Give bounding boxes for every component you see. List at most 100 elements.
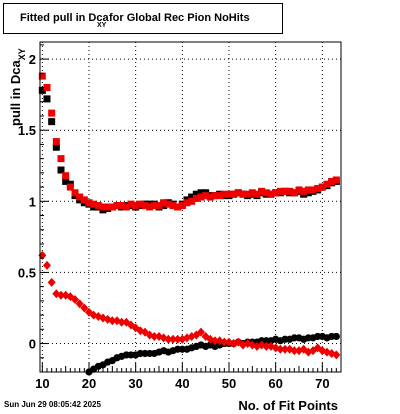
series-4-point (248, 340, 257, 350)
series-2-point (188, 197, 196, 205)
series-2-point (38, 72, 46, 80)
series-2-point (267, 190, 275, 198)
series-4-point (117, 317, 126, 327)
series-4-point (164, 334, 173, 344)
series-2-point (258, 187, 266, 195)
chart-title-sub: XY (97, 22, 107, 29)
series-2-point (141, 202, 149, 210)
series-2-point (80, 196, 88, 204)
series-2-point (304, 186, 312, 194)
series-2-point (52, 138, 60, 146)
series-2-point (122, 203, 130, 211)
series-2-point (43, 84, 51, 92)
chart-title-main: Fitted pull in Dca (20, 12, 109, 24)
series-1-point (52, 143, 60, 151)
series-2-point (178, 202, 186, 210)
grid-lines (40, 42, 341, 372)
series-2-point (99, 203, 107, 211)
series-2-point (66, 183, 74, 191)
x-tick-label: 10 (35, 376, 49, 391)
series-2-point (57, 155, 65, 163)
series-2-point (183, 199, 191, 207)
chart-title-rest: for Global Rec Pion NoHits (109, 12, 250, 24)
series-4-point (43, 260, 51, 270)
y-tick-label: 1 (29, 194, 36, 209)
x-axis-label: No. of Fit Points (238, 398, 338, 413)
series-4-point (108, 316, 117, 326)
chart-title-box: Fitted pull in Dca XY for Global Rec Pio… (3, 3, 283, 34)
series-2-point (118, 202, 126, 210)
x-tick-label: 70 (315, 376, 329, 391)
series-1-point (38, 86, 46, 94)
series-4-point (150, 331, 159, 341)
series-2-point (71, 189, 79, 197)
series-2-point (244, 190, 252, 198)
series-2-point (225, 190, 233, 198)
series-2-point (281, 187, 289, 195)
axes: 10 20 30 40 50 60 70 0 0.5 1 1.5 2 (18, 44, 342, 391)
series-2-point (192, 194, 200, 202)
series-2-point (164, 200, 172, 208)
series-2-point (108, 203, 116, 211)
series-2-point (127, 200, 135, 208)
series-4-point (169, 334, 177, 344)
series-1-point (43, 95, 51, 103)
series-2-point (332, 176, 340, 184)
series-1-point (48, 118, 56, 126)
series-4-point (276, 344, 285, 354)
timestamp-label: Sun Jun 29 08:05:42 2025 (4, 400, 101, 409)
y-tick-label: 2 (29, 52, 36, 67)
series-2-point (211, 192, 219, 200)
series-2-point (169, 202, 177, 210)
series-2-point (174, 203, 182, 211)
series-2-point (104, 203, 112, 211)
series-2-point (248, 189, 256, 197)
series-2-point (276, 187, 284, 195)
y-axis-label-main: pull in Dca (8, 60, 23, 127)
y-axis-label-sub: XY (17, 48, 27, 60)
series-2-point (76, 193, 84, 201)
series-1-point (197, 189, 205, 197)
series-2-point (206, 193, 214, 201)
series-2-point (318, 183, 326, 191)
series-4-point (71, 294, 79, 304)
series-4-point (332, 350, 341, 360)
y-tick-label: 0.5 (18, 265, 36, 280)
series-2-point (253, 190, 261, 198)
series-2-point (300, 187, 308, 195)
x-tick-label: 30 (128, 376, 142, 391)
y-tick-label: 0 (29, 337, 36, 352)
series-4-point (75, 299, 84, 309)
data-marks (38, 72, 341, 376)
series-1-point (188, 193, 196, 201)
x-tick-label: 40 (175, 376, 189, 391)
series-2-point (202, 192, 210, 200)
series-4-point (290, 346, 299, 356)
series-2-point (90, 200, 98, 208)
series-2-point (220, 190, 228, 198)
series-2-point (113, 202, 121, 210)
series-1-point (57, 166, 65, 174)
series-2-point (323, 180, 331, 188)
series-4-point (173, 334, 182, 344)
series-4-point (262, 341, 271, 351)
series-2-point (262, 189, 270, 197)
series-2-point (132, 202, 140, 210)
y-axis-label-group: pull in DcaXY (8, 48, 27, 126)
series-2-point (272, 189, 280, 197)
y-axis-label: pull in DcaXY (8, 48, 27, 126)
series-2-point (286, 187, 294, 195)
x-tick-label: 60 (268, 376, 282, 391)
series-4-point (80, 303, 89, 313)
series-4-point (281, 344, 289, 354)
plot-frame (39, 41, 342, 373)
series-2-point (216, 192, 224, 200)
series-2-point (239, 190, 247, 198)
series-2-point (94, 202, 102, 210)
series-2-point (85, 199, 93, 207)
series-2-point (146, 203, 154, 211)
series-2-point (136, 200, 144, 208)
series-4-point (47, 277, 56, 287)
series-2-point (155, 202, 163, 210)
